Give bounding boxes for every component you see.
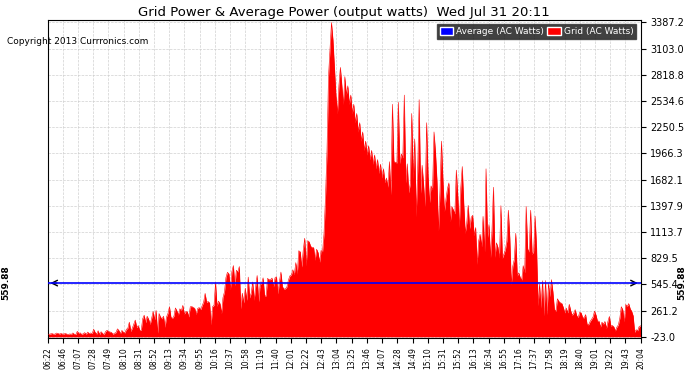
Text: 559.88: 559.88: [678, 266, 687, 300]
Text: Copyright 2013 Currronics.com: Copyright 2013 Currronics.com: [7, 38, 148, 46]
Text: 559.88: 559.88: [1, 266, 10, 300]
Title: Grid Power & Average Power (output watts)  Wed Jul 31 20:11: Grid Power & Average Power (output watts…: [138, 6, 550, 18]
Legend: Average (AC Watts), Grid (AC Watts): Average (AC Watts), Grid (AC Watts): [437, 24, 636, 39]
